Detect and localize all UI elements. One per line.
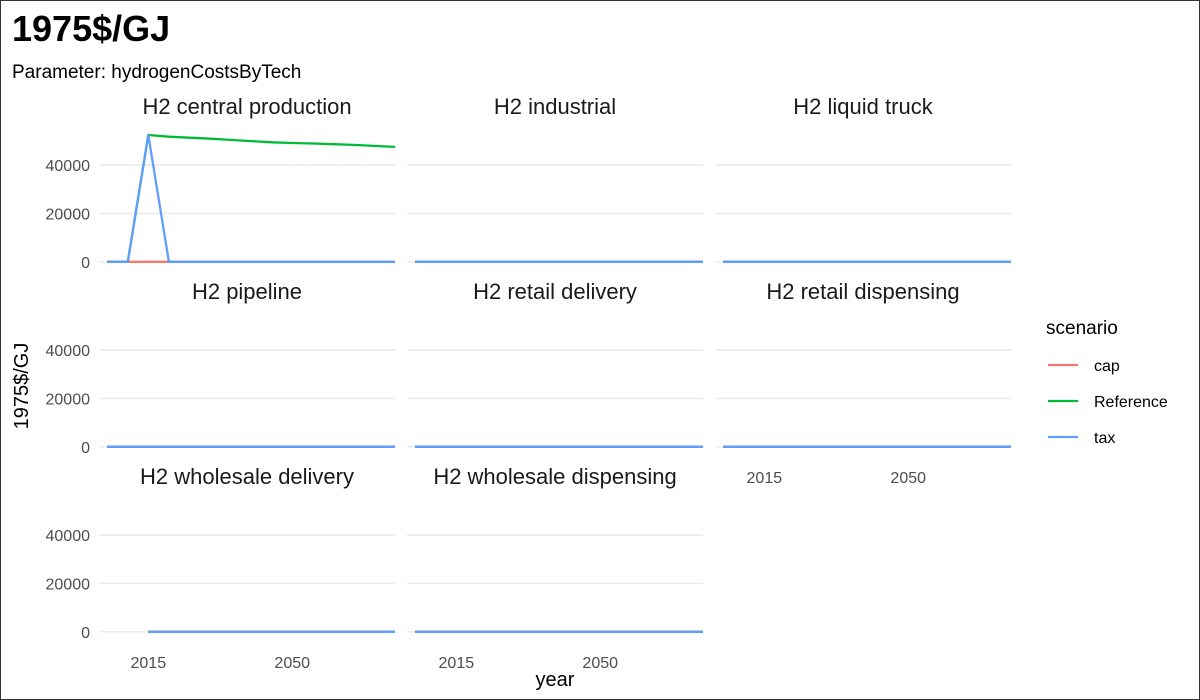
y-tick-label: 0 (81, 255, 90, 272)
legend-label-reference: Reference (1094, 394, 1168, 411)
x-tick-label: 2050 (890, 470, 926, 487)
panel-title-h2-central-production: H2 central production (142, 94, 351, 119)
chart-subtitle: Parameter: hydrogenCostsByTech (12, 62, 301, 83)
panel-title-h2-liquid-truck: H2 liquid truck (793, 94, 933, 119)
legend-items: cap Reference tax (1048, 358, 1168, 447)
y-tick-label: 40000 (46, 343, 91, 360)
x-tick-label: 2050 (274, 655, 310, 672)
panel-title-h2-industrial: H2 industrial (494, 94, 616, 119)
panel-title-h2-wholesale-dispensing: H2 wholesale dispensing (433, 464, 676, 489)
panel-h2-industrial: H2 industrial (407, 94, 703, 263)
panel-h2-wholesale-dispensing: H2 wholesale dispensing 2015 2050 (407, 464, 703, 672)
y-tick-label: 40000 (46, 528, 91, 545)
legend-label-cap: cap (1094, 358, 1120, 375)
legend: scenario cap Reference tax (1046, 318, 1168, 447)
panel-h2-retail-delivery: H2 retail delivery (407, 279, 703, 448)
panel-h2-pipeline: H2 pipeline 0 20000 40000 (46, 279, 395, 457)
legend-label-tax: tax (1094, 430, 1115, 447)
y-axis-title: 1975$/GJ (11, 343, 33, 430)
panel-h2-retail-dispensing: H2 retail dispensing 2015 2050 (715, 279, 1011, 487)
x-tick-label: 2050 (582, 655, 618, 672)
x-tick-label: 2015 (439, 655, 475, 672)
panel-h2-wholesale-delivery: H2 wholesale delivery 0 20000 40000 2015 2050 (46, 464, 395, 672)
y-tick-label: 0 (81, 440, 90, 457)
panel-title-h2-retail-dispensing: H2 retail dispensing (766, 279, 959, 304)
panel-title-h2-retail-delivery: H2 retail delivery (473, 279, 637, 304)
series-line-tax-h2-central-production (107, 133, 395, 263)
x-tick-label: 2015 (747, 470, 783, 487)
y-tick-label: 40000 (46, 158, 91, 175)
panel-h2-central-production: H2 central production 0 20000 40000 (46, 94, 396, 272)
panel-title-h2-pipeline: H2 pipeline (192, 279, 302, 304)
series-line-reference-h2-central-production (107, 133, 396, 263)
y-tick-label: 20000 (46, 391, 91, 408)
y-tick-label: 0 (81, 625, 90, 642)
x-axis-title: year (536, 669, 575, 691)
y-tick-label: 20000 (46, 206, 91, 223)
legend-title: scenario (1046, 318, 1118, 339)
panel-title-h2-wholesale-delivery: H2 wholesale delivery (140, 464, 354, 489)
facet-panels: H2 central production 0 20000 40000 H2 indus… (46, 94, 1011, 672)
panel-h2-liquid-truck: H2 liquid truck (715, 94, 1011, 263)
y-tick-label: 20000 (46, 576, 91, 593)
x-tick-label: 2015 (131, 655, 167, 672)
chart-title: 1975$/GJ (12, 8, 170, 49)
